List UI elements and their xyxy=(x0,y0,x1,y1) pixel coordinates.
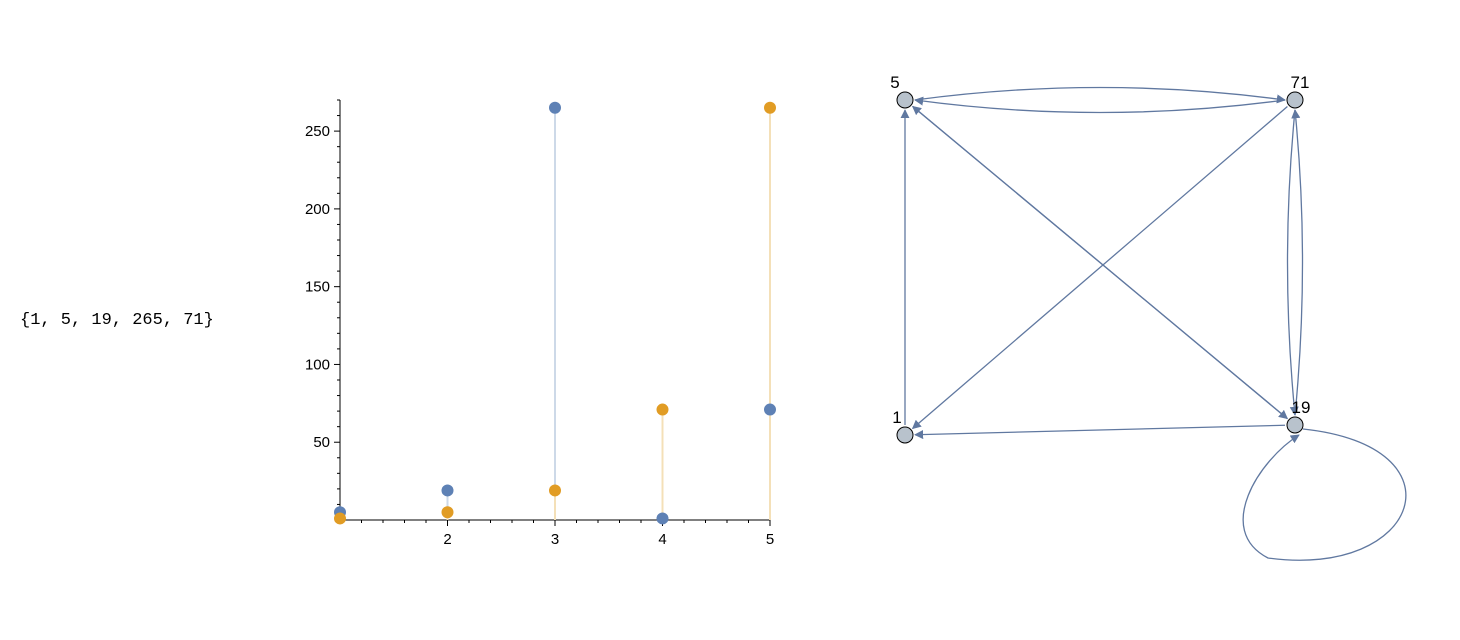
svg-text:4: 4 xyxy=(658,531,666,548)
directed-graph: 5 71 1 19 xyxy=(790,20,1430,620)
svg-text:2: 2 xyxy=(443,531,451,548)
root-container: {1, 5, 19, 265, 71} 50 100 150 200 250 2 3 4 5 5… xyxy=(0,0,1460,640)
list-output: {1, 5, 19, 265, 71} xyxy=(0,311,270,330)
stem-chart: 50 100 150 200 250 2 3 4 5 xyxy=(270,60,790,580)
svg-text:19: 19 xyxy=(1292,398,1311,417)
svg-text:250: 250 xyxy=(305,123,330,140)
stem-chart-svg: 50 100 150 200 250 2 3 4 5 xyxy=(270,60,790,580)
svg-text:1: 1 xyxy=(892,408,901,427)
list-text: {1, 5, 19, 265, 71} xyxy=(20,311,214,330)
svg-text:150: 150 xyxy=(305,279,330,296)
directed-graph-svg: 5 71 1 19 xyxy=(790,20,1430,620)
svg-text:5: 5 xyxy=(890,73,899,92)
svg-text:50: 50 xyxy=(313,434,330,451)
svg-text:5: 5 xyxy=(766,531,774,548)
svg-text:100: 100 xyxy=(305,356,330,373)
svg-text:3: 3 xyxy=(551,531,559,548)
svg-text:200: 200 xyxy=(305,201,330,218)
svg-text:71: 71 xyxy=(1291,73,1310,92)
